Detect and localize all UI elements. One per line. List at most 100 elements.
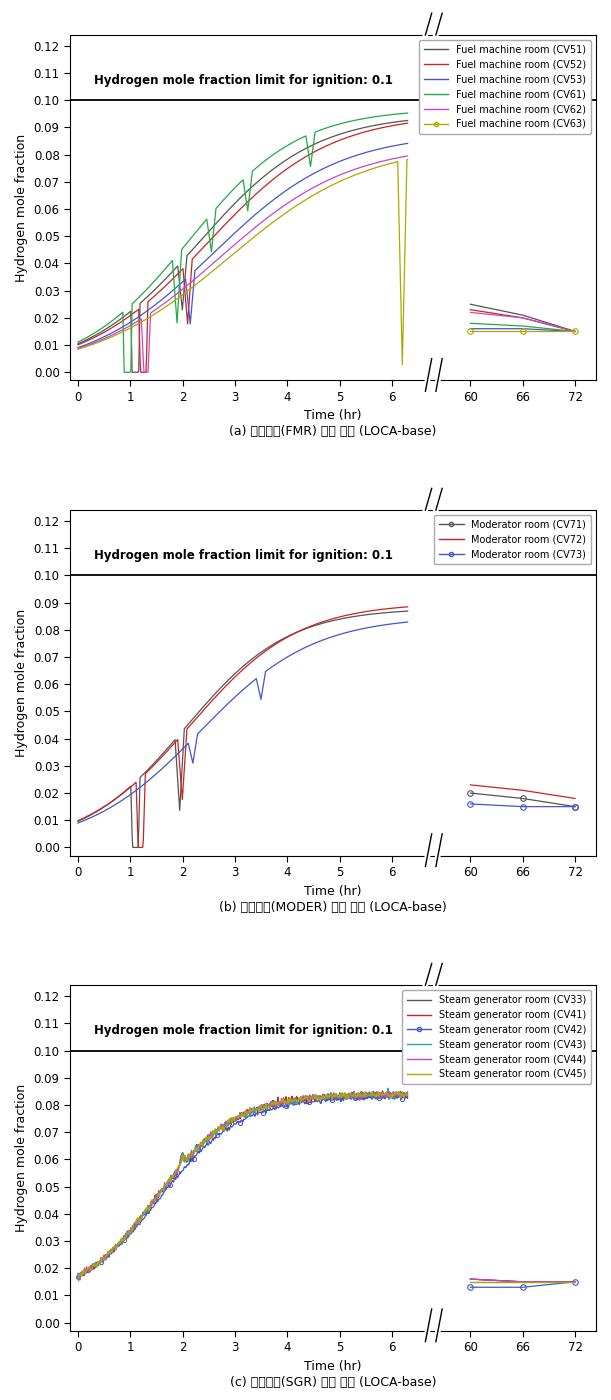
Steam generator room (CV44)	[345, 1089, 353, 1106]
Moderator room (CV71)	[254, 647, 261, 664]
Fuel machine room (CV61)	[404, 105, 411, 122]
Fuel machine room (CV51)	[232, 195, 239, 211]
Steam generator room (CV45)	[404, 1086, 411, 1103]
Legend: Fuel machine room (CV51), Fuel machine room (CV52), Fuel machine room (CV53), Fu: Fuel machine room (CV51), Fuel machine r…	[419, 39, 591, 134]
Fuel machine room (CV61)	[75, 333, 82, 350]
Fuel machine room (CV63)	[271, 213, 278, 230]
Fuel machine room (CV52)	[233, 204, 241, 221]
Moderator room (CV72)	[233, 666, 241, 683]
Steam generator room (CV41)	[397, 1085, 404, 1102]
Fuel machine room (CV53)	[271, 190, 278, 207]
Moderator room (CV72)	[232, 668, 239, 685]
Fuel machine room (CV63)	[398, 356, 406, 372]
Line: Fuel machine room (CV63): Fuel machine room (CV63)	[78, 160, 408, 364]
Steam generator room (CV41)	[233, 1109, 240, 1126]
Fuel machine room (CV62)	[345, 162, 353, 179]
Moderator room (CV71)	[271, 636, 279, 652]
Moderator room (CV73)	[75, 815, 82, 832]
Fuel machine room (CV61)	[254, 158, 261, 175]
Steam generator room (CV42)	[404, 1091, 411, 1107]
Steam generator room (CV44)	[233, 1110, 241, 1127]
Moderator room (CV71)	[129, 839, 136, 855]
Fuel machine room (CV62)	[75, 340, 82, 357]
Fuel machine room (CV53)	[345, 150, 352, 167]
Text: Hydrogen mole fraction limit for ignition: 0.1: Hydrogen mole fraction limit for ignitio…	[93, 549, 392, 563]
Fuel machine room (CV51)	[271, 160, 279, 176]
Moderator room (CV73)	[253, 671, 260, 687]
Steam generator room (CV44)	[404, 1085, 411, 1102]
Fuel machine room (CV53)	[404, 134, 411, 151]
Line: Fuel machine room (CV53): Fuel machine room (CV53)	[78, 143, 408, 347]
Steam generator room (CV41)	[271, 1098, 278, 1114]
Fuel machine room (CV61)	[345, 113, 353, 130]
Steam generator room (CV45)	[233, 1109, 240, 1126]
Line: Fuel machine room (CV62): Fuel machine room (CV62)	[78, 155, 408, 372]
Steam generator room (CV33)	[75, 1270, 82, 1287]
Fuel machine room (CV62)	[404, 147, 411, 164]
Steam generator room (CV42)	[75, 1270, 82, 1287]
Fuel machine room (CV62)	[397, 148, 404, 165]
Steam generator room (CV41)	[253, 1100, 260, 1117]
Steam generator room (CV45)	[253, 1100, 260, 1117]
Steam generator room (CV44)	[75, 1267, 82, 1284]
Steam generator room (CV42)	[254, 1105, 261, 1121]
Moderator room (CV73)	[345, 623, 352, 640]
Steam generator room (CV43)	[271, 1095, 279, 1112]
Steam generator room (CV45)	[231, 1110, 238, 1127]
Fuel machine room (CV51)	[345, 123, 353, 140]
Fuel machine room (CV63)	[231, 245, 238, 262]
Fuel machine room (CV52)	[254, 185, 261, 202]
Fuel machine room (CV62)	[233, 234, 241, 251]
Fuel machine room (CV61)	[397, 105, 404, 122]
Steam generator room (CV41)	[345, 1088, 352, 1105]
Steam generator room (CV43)	[75, 1273, 82, 1289]
Text: Hydrogen mole fraction limit for ignition: 0.1: Hydrogen mole fraction limit for ignitio…	[93, 74, 392, 87]
Steam generator room (CV45)	[398, 1084, 406, 1100]
Y-axis label: Hydrogen mole fraction: Hydrogen mole fraction	[15, 133, 28, 281]
Legend: Steam generator room (CV33), Steam generator room (CV41), Steam generator room (: Steam generator room (CV33), Steam gener…	[402, 990, 591, 1084]
Fuel machine room (CV52)	[404, 115, 411, 132]
Line: Moderator room (CV72): Moderator room (CV72)	[78, 606, 408, 847]
Fuel machine room (CV52)	[271, 169, 279, 186]
Steam generator room (CV41)	[404, 1086, 411, 1103]
Line: Moderator room (CV73): Moderator room (CV73)	[78, 622, 408, 823]
Text: (b) 격납건물(MODER) 수소 농도 (LOCA-base): (b) 격납건물(MODER) 수소 농도 (LOCA-base)	[219, 900, 447, 914]
Line: Moderator room (CV71): Moderator room (CV71)	[78, 612, 408, 847]
Fuel machine room (CV62)	[254, 217, 261, 234]
Steam generator room (CV43)	[232, 1113, 239, 1130]
Fuel machine room (CV61)	[232, 179, 239, 196]
Fuel machine room (CV51)	[233, 193, 241, 210]
Steam generator room (CV42)	[397, 1088, 404, 1105]
Fuel machine room (CV52)	[75, 336, 82, 353]
Steam generator room (CV44)	[351, 1082, 358, 1099]
Fuel machine room (CV62)	[232, 235, 239, 252]
Steam generator room (CV42)	[345, 1089, 353, 1106]
Steam generator room (CV33)	[271, 1096, 278, 1113]
Text: (a) 격납건물(FMR) 수소 농도 (LOCA-base): (a) 격납건물(FMR) 수소 농도 (LOCA-base)	[229, 426, 437, 438]
Steam generator room (CV33)	[397, 1084, 404, 1100]
Moderator room (CV73)	[231, 689, 238, 706]
Steam generator room (CV33)	[404, 1088, 411, 1105]
Steam generator room (CV43)	[404, 1084, 411, 1100]
Steam generator room (CV43)	[384, 1079, 392, 1096]
Steam generator room (CV44)	[254, 1100, 261, 1117]
Moderator room (CV72)	[404, 598, 411, 615]
Moderator room (CV71)	[345, 609, 353, 626]
Fuel machine room (CV51)	[404, 112, 411, 129]
Fuel machine room (CV52)	[137, 364, 144, 381]
Y-axis label: Hydrogen mole fraction: Hydrogen mole fraction	[15, 609, 28, 757]
Steam generator room (CV41)	[75, 1268, 82, 1285]
Moderator room (CV73)	[396, 615, 403, 631]
Steam generator room (CV43)	[254, 1100, 261, 1117]
Moderator room (CV71)	[232, 665, 239, 682]
Steam generator room (CV44)	[397, 1086, 404, 1103]
Moderator room (CV73)	[233, 687, 240, 704]
Line: Steam generator room (CV41): Steam generator room (CV41)	[78, 1091, 408, 1277]
Steam generator room (CV42)	[232, 1116, 239, 1133]
Fuel machine room (CV51)	[254, 174, 261, 190]
Steam generator room (CV43)	[345, 1086, 353, 1103]
Line: Fuel machine room (CV51): Fuel machine room (CV51)	[78, 120, 408, 372]
Line: Fuel machine room (CV61): Fuel machine room (CV61)	[78, 113, 408, 372]
Moderator room (CV72)	[75, 812, 82, 829]
Line: Steam generator room (CV33): Steam generator room (CV33)	[78, 1092, 408, 1278]
